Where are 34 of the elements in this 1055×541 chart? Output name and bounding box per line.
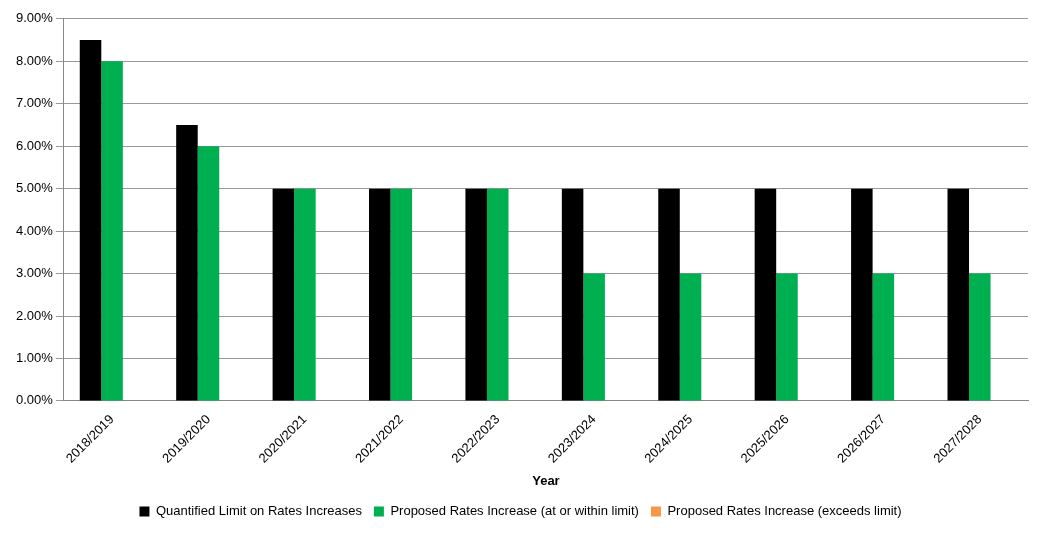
y-tick-label: 3.00% xyxy=(15,265,54,281)
y-tick-label: 5.00% xyxy=(15,180,54,196)
legend-label: Proposed Rates Increase (at or within limit) xyxy=(390,503,639,519)
legend-label: Quantified Limit on Rates Increases xyxy=(155,503,363,519)
bar xyxy=(197,146,220,401)
y-tick-label: 1.00% xyxy=(15,350,54,366)
bar xyxy=(776,273,798,401)
bar xyxy=(947,188,970,401)
y-tick-label: 2.00% xyxy=(15,307,54,323)
bar xyxy=(754,188,777,401)
bar xyxy=(101,61,123,401)
bar xyxy=(272,188,295,401)
bar xyxy=(658,188,680,401)
bar xyxy=(872,273,895,401)
bar xyxy=(583,273,605,401)
bar xyxy=(79,40,102,401)
x-axis-title: Year xyxy=(532,472,560,488)
bar xyxy=(679,273,702,401)
bar xyxy=(851,188,873,401)
y-tick-label: 7.00% xyxy=(15,95,54,111)
bar xyxy=(176,124,198,401)
bar xyxy=(390,188,413,401)
bar xyxy=(969,273,991,401)
bar xyxy=(465,188,487,401)
bar xyxy=(369,188,391,401)
y-tick-label: 6.00% xyxy=(15,137,54,153)
legend-label: Proposed Rates Increase (exceeds limit) xyxy=(667,503,902,519)
bar xyxy=(561,188,584,401)
y-tick-label: 8.00% xyxy=(15,52,54,68)
bar xyxy=(486,188,509,401)
bar xyxy=(294,188,316,401)
y-tick-label: 0.00% xyxy=(15,392,54,408)
y-tick-label: 9.00% xyxy=(15,10,54,26)
y-tick-label: 4.00% xyxy=(15,222,54,238)
